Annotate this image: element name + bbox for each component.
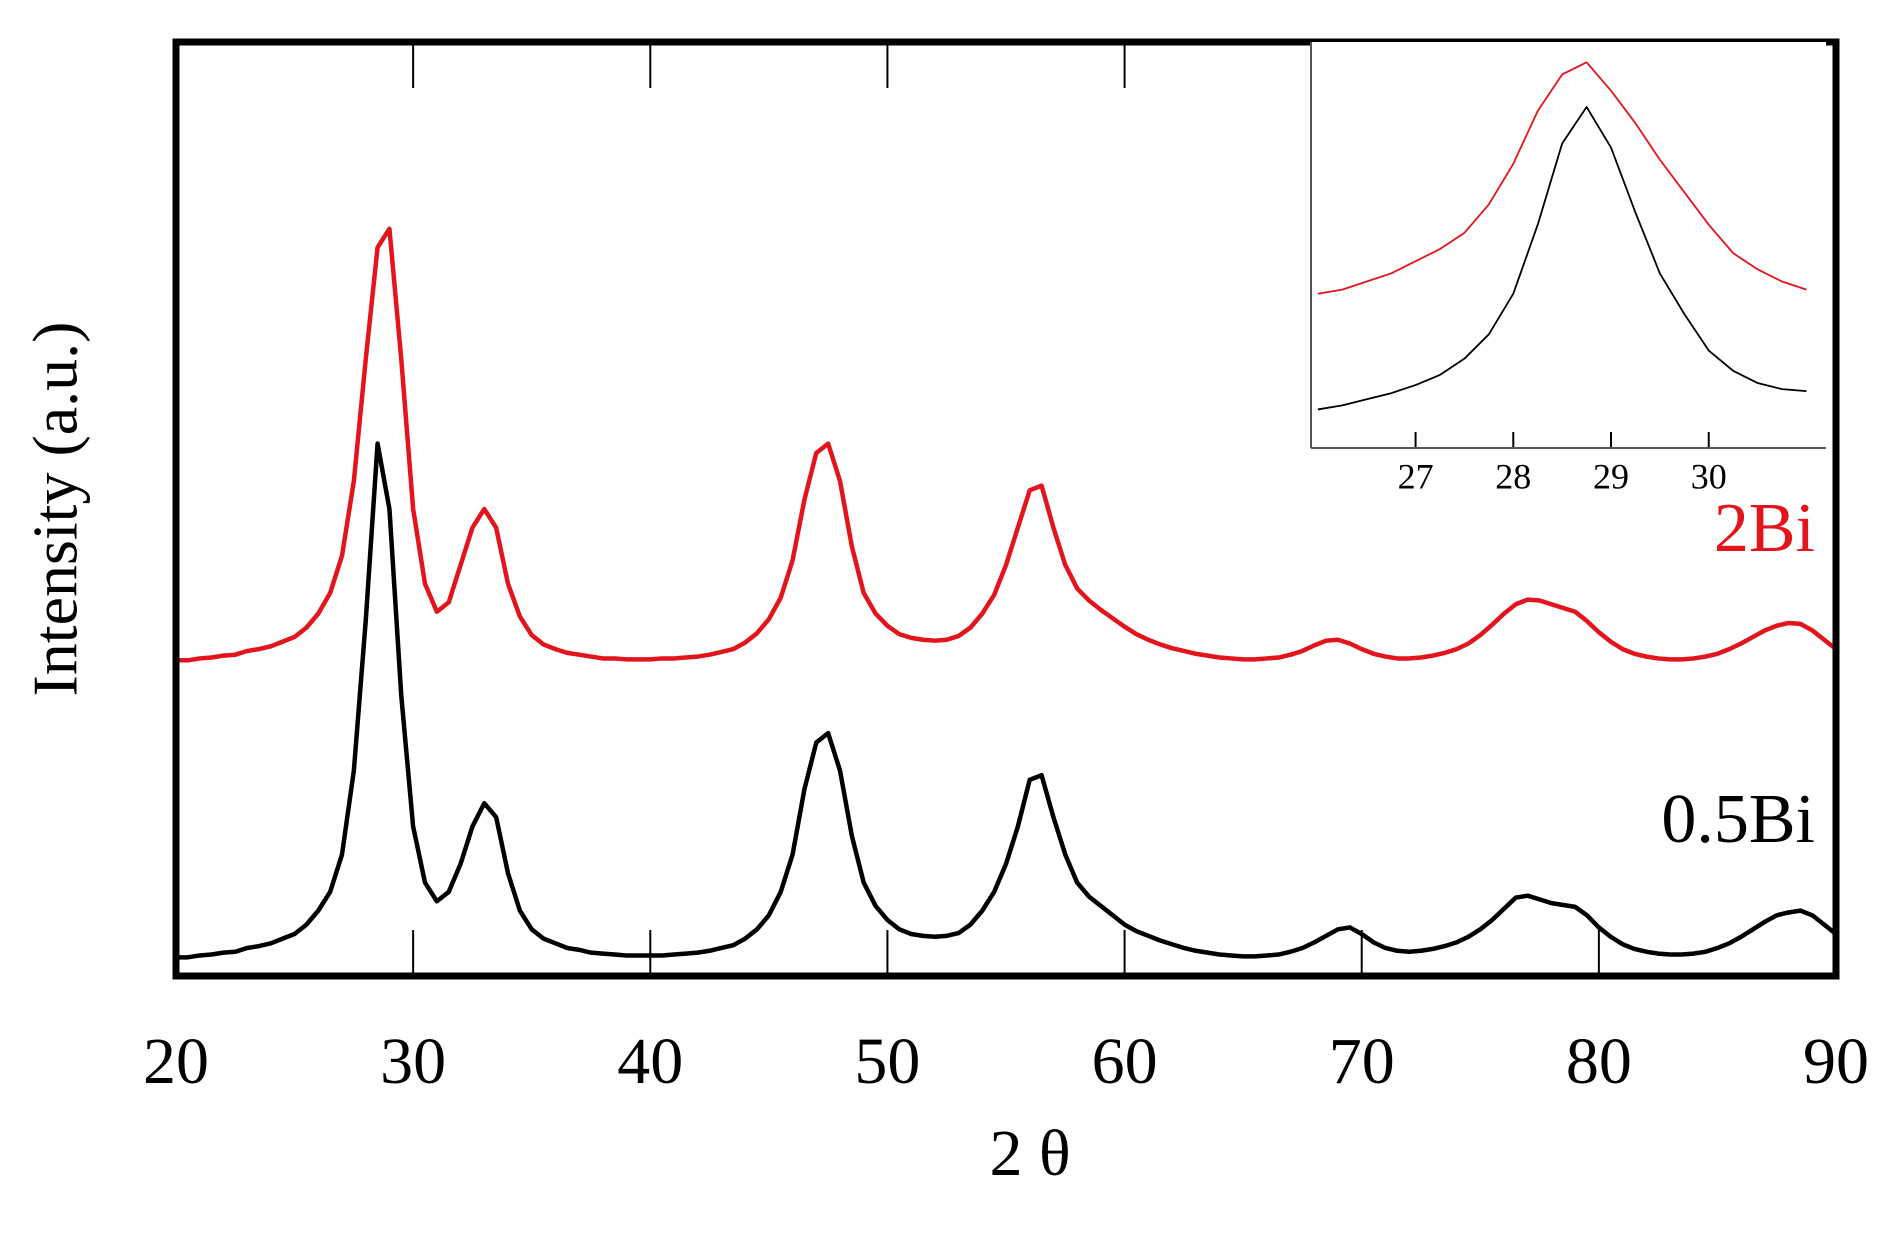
- data-line: [176, 441, 1838, 960]
- x-tick-label: 27: [1398, 456, 1434, 496]
- series-label: 0.5Bi: [1661, 781, 1815, 858]
- series-label: 2Bi: [1714, 490, 1815, 567]
- x-tick-label: 29: [1593, 456, 1629, 496]
- x-tick-label: 50: [854, 1025, 920, 1098]
- x-tick-label: 60: [1092, 1025, 1158, 1098]
- x-tick-label: 30: [380, 1025, 446, 1098]
- data-line: [176, 226, 1838, 663]
- x-tick-label: 80: [1566, 1025, 1632, 1098]
- x-tick-label: 90: [1803, 1025, 1869, 1098]
- x-tick-label: 28: [1495, 456, 1531, 496]
- plot-frame: [172, 38, 1840, 980]
- data-line: [1317, 61, 1807, 295]
- data-line: [1317, 106, 1807, 411]
- x-tick-label: 30: [1691, 456, 1727, 496]
- x-tick-label: 70: [1329, 1025, 1395, 1098]
- y-axis-title: Intensity (a.u.): [20, 322, 91, 697]
- x-axis-title: 2 θ: [989, 1117, 1070, 1190]
- x-tick-label: 40: [617, 1025, 683, 1098]
- x-tick-label: 20: [143, 1025, 209, 1098]
- inset-background: [1311, 42, 1826, 448]
